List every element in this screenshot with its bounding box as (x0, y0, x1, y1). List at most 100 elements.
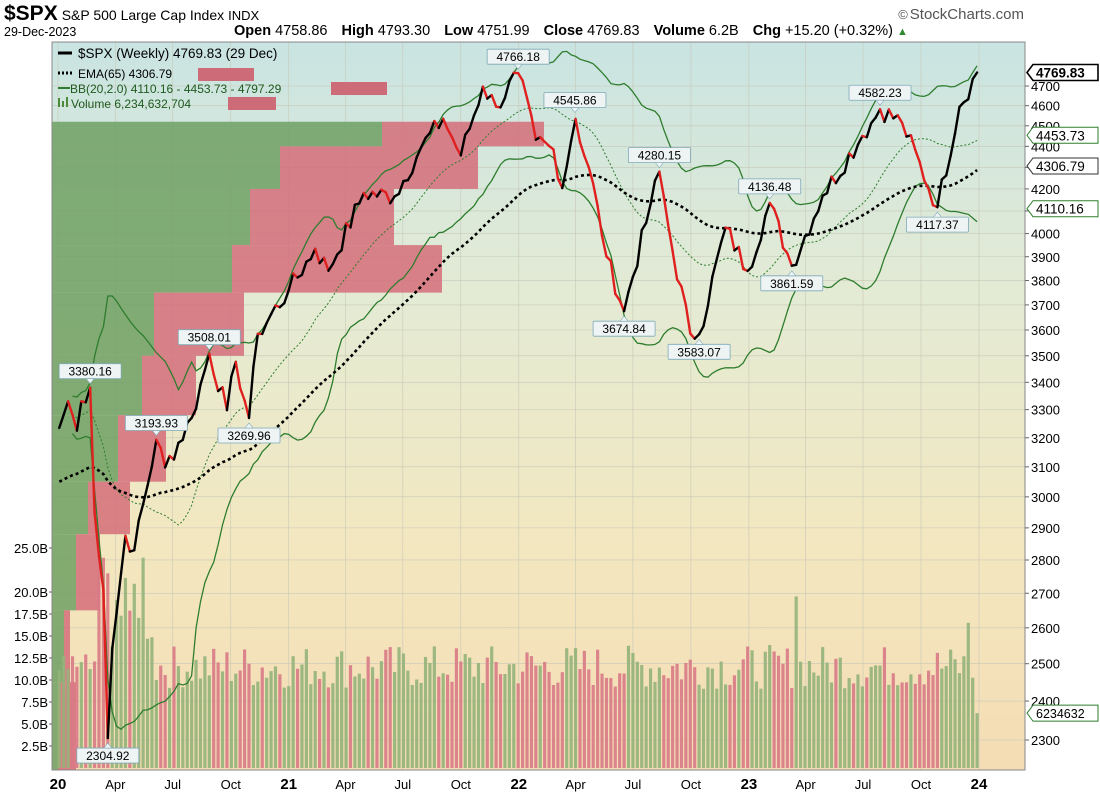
symbol[interactable]: $SPX (4, 2, 58, 25)
price-segment-24 (159, 446, 167, 469)
volume-bar-125 (609, 678, 613, 768)
bb-lower-line (71, 154, 978, 731)
y-tick-label-2600: 2600 (1031, 621, 1060, 636)
ohlc-summary: Open 4758.86 High 4793.30 Low 4751.99 Close… (234, 23, 908, 39)
volume-bar-18 (137, 617, 141, 768)
price-segment-35 (208, 352, 215, 376)
ema65-line (58, 169, 978, 499)
price-segment-119 (578, 140, 586, 158)
value-tag-label-4: 6234632 (1036, 707, 1085, 721)
price-segment-59 (313, 247, 321, 265)
price-segment-12 (106, 647, 114, 740)
price-line (58, 71, 979, 740)
price-segment-202 (945, 154, 952, 177)
price-segment-143 (684, 303, 692, 335)
volume-bar-138 (666, 678, 670, 768)
volume-bar-36 (216, 662, 220, 768)
volume-bar-103 (512, 663, 516, 768)
volume-bar-17 (132, 583, 136, 768)
price-segment-8 (88, 386, 96, 514)
volume-bar-43 (247, 663, 251, 768)
annotation-label-13: 4117.37 (916, 218, 959, 232)
volume-bar-170 (807, 661, 812, 768)
price-segment-33 (199, 368, 207, 386)
volume-bar-87 (441, 673, 445, 768)
price-segment-22 (150, 438, 158, 468)
volume-bar-47 (265, 677, 269, 768)
price-segment-95 (472, 103, 480, 117)
volume-bar-199 (935, 652, 939, 768)
volume-bar-118 (578, 669, 582, 768)
bb-middle-line (72, 107, 978, 526)
volume-bar-4 (75, 666, 79, 768)
price-segment-92 (459, 133, 467, 157)
annotation-pointer-0 (85, 378, 95, 385)
volume-bar-113 (556, 682, 560, 768)
price-segment-141 (675, 278, 683, 288)
close-label: Close (543, 23, 584, 39)
brand-logo[interactable]: © StockCharts.com (898, 6, 1024, 23)
volume-bar-24 (163, 674, 167, 768)
volume-bar-104 (516, 683, 520, 768)
volume-bar-173 (821, 647, 825, 768)
price-segment-181 (852, 143, 860, 159)
volume-bar-75 (388, 647, 392, 768)
volume-bar-185 (874, 665, 878, 768)
volume-bar-150 (719, 661, 723, 768)
price-segment-42 (238, 387, 246, 402)
price-segment-175 (825, 175, 833, 195)
price-segment-197 (922, 179, 930, 191)
volume-bar-46 (260, 667, 264, 768)
y-tick-label-2500: 2500 (1031, 657, 1060, 672)
volume-bar-48 (269, 671, 273, 768)
volume-bar-73 (379, 661, 383, 768)
price-segment-32 (194, 383, 202, 411)
price-segment-163 (772, 207, 780, 223)
price-segment-153 (728, 227, 736, 252)
volume-bar-13 (115, 599, 119, 768)
low-value: 4751.99 (477, 23, 530, 39)
price-segment-182 (856, 134, 864, 146)
volume-bar-102 (507, 664, 511, 768)
vbp-down-5 (142, 355, 196, 416)
price-segment-78 (397, 179, 405, 195)
price-segment-207 (967, 77, 974, 101)
annotation-label-10: 4136.48 (748, 180, 792, 194)
volume-bar-205 (962, 656, 966, 768)
volume-bar-107 (529, 656, 534, 768)
vbp-up-3 (52, 245, 232, 293)
price-segment-198 (927, 187, 935, 207)
price-segment-130 (627, 275, 635, 293)
volume-bar-178 (843, 688, 847, 768)
price-segment-168 (794, 248, 802, 266)
volume-bar-71 (370, 667, 375, 768)
volume-bar-191 (900, 682, 904, 768)
volume-bar-81 (415, 679, 419, 768)
volume-bar-42 (243, 649, 247, 768)
volume-bar-133 (644, 686, 648, 768)
price-segment-147 (702, 304, 710, 328)
legend-volume-icon-2 (62, 101, 64, 107)
volume-bar-15 (123, 577, 128, 768)
price-segment-87 (437, 117, 445, 130)
y-tick-label-2900: 2900 (1031, 521, 1060, 536)
price-segment-208 (971, 71, 979, 81)
vbp-up-8 (52, 534, 76, 611)
volume-bar-51 (282, 687, 286, 768)
price-segment-44 (247, 365, 255, 420)
price-segment-101 (499, 96, 507, 109)
chg-label: Chg (752, 23, 781, 39)
volume-bar-139 (671, 665, 675, 768)
volume-bar-82 (419, 682, 423, 768)
volume-bar-20 (145, 638, 150, 768)
volume-bar-64 (340, 651, 344, 768)
volume-bar-163 (776, 655, 781, 768)
x-tick-label-7: Oct (451, 777, 472, 792)
price-segment-41 (234, 360, 242, 390)
price-segment-90 (450, 135, 458, 149)
volume-bar-49 (273, 666, 278, 768)
price-segment-96 (477, 85, 485, 107)
volume-bar-5 (79, 662, 83, 768)
price-segment-88 (441, 117, 449, 131)
